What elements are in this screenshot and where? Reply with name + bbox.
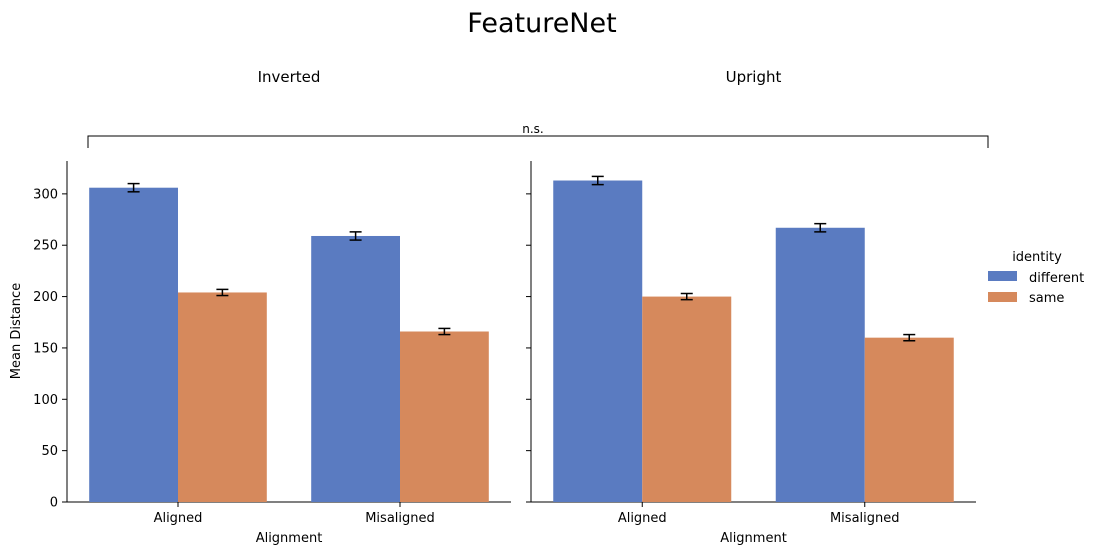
y-tick-label: 50 [41, 444, 58, 459]
chart-title: FeatureNet [467, 8, 616, 39]
facet-title-upright: Upright [726, 68, 782, 86]
bar-inverted-misaligned-different [311, 235, 400, 502]
facet-inverted: Inverted 0 50 100 150 200 250 300 Aligned Misalig… [33, 68, 511, 546]
x-tick-label: Aligned [154, 511, 203, 526]
x-axis-label: Alignment [256, 531, 323, 546]
y-tick-label: 150 [33, 341, 58, 356]
bar-upright-misaligned-same [864, 337, 954, 502]
x-axis-label: Alignment [720, 531, 787, 546]
facet-upright: Upright Aligned Misaligned Alignment [526, 68, 976, 546]
legend: identity different same [988, 250, 1084, 306]
legend-label-same: same [1029, 291, 1064, 306]
bar-inverted-aligned-different [89, 187, 178, 502]
significance-bracket: n.s. [87, 122, 989, 148]
legend-label-different: different [1029, 271, 1084, 286]
bar-upright-aligned-different [553, 180, 643, 502]
y-axis-label: Mean Distance [9, 283, 24, 379]
y-tick-label: 0 [50, 496, 58, 511]
legend-swatch-same [988, 292, 1017, 302]
legend-title: identity [1012, 250, 1062, 265]
x-tick-label: Aligned [618, 511, 667, 526]
bar-inverted-misaligned-same [400, 331, 489, 502]
x-tick-label: Misaligned [830, 511, 900, 526]
x-tick-label: Misaligned [365, 511, 435, 526]
y-tick-label: 100 [33, 393, 58, 408]
y-tick-label: 200 [33, 290, 58, 305]
significance-label: n.s. [522, 122, 544, 136]
legend-swatch-different [988, 271, 1017, 281]
y-tick-label: 250 [33, 239, 58, 254]
bar-upright-aligned-same [642, 296, 732, 502]
y-tick-label: 300 [33, 187, 58, 202]
facet-title-inverted: Inverted [258, 68, 321, 86]
bar-inverted-aligned-same [178, 292, 267, 502]
bar-upright-misaligned-different [775, 227, 865, 502]
